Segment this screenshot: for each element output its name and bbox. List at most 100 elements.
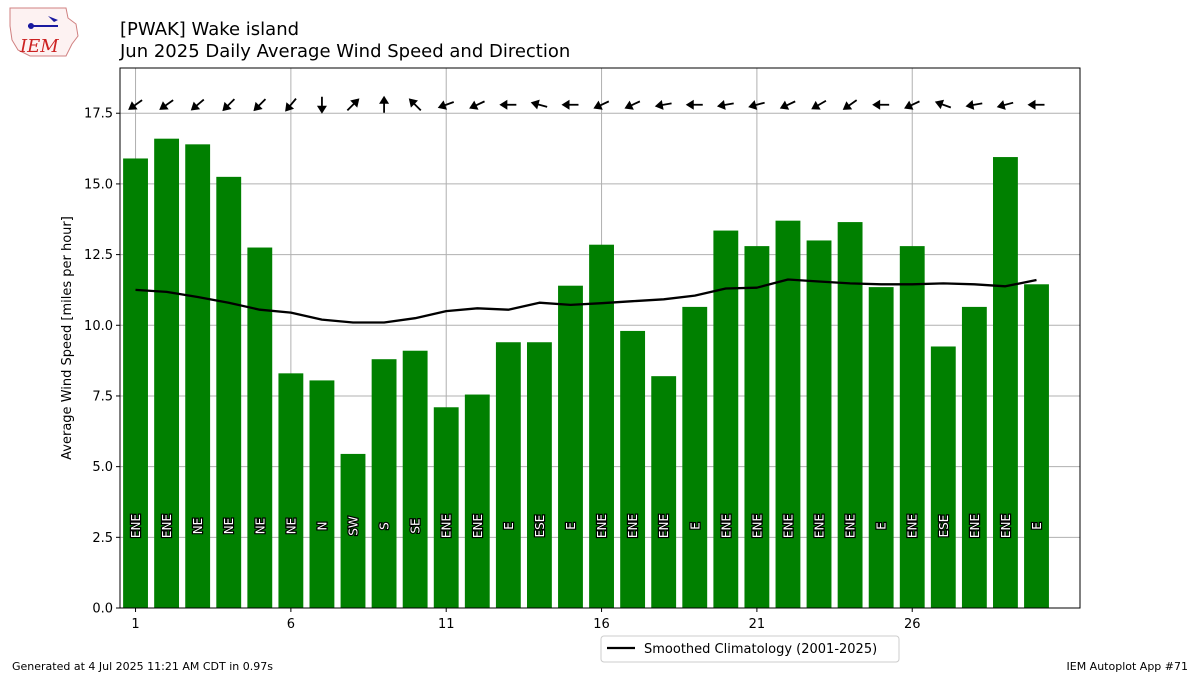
wind-arrow-day-23	[811, 99, 827, 110]
bar-day-6	[278, 373, 304, 608]
bar-day-27	[930, 346, 956, 608]
wind-arrow-day-12	[469, 100, 485, 110]
direction-label-day-18: ENE	[657, 514, 671, 538]
bar-day-28	[961, 306, 987, 608]
bar-day-24	[837, 222, 863, 608]
wind-arrow-day-8	[346, 98, 360, 112]
wind-arrow-day-18	[654, 100, 672, 110]
y-axis-ticks: 0.0 2.5 5.0 7.5 10.0 12.5 15.0 17.5	[84, 107, 120, 617]
bar-day-5	[247, 247, 273, 608]
wind-arrow-day-6	[285, 98, 297, 112]
direction-arrows	[128, 95, 1045, 114]
direction-label-day-24: ENE	[844, 514, 858, 538]
bar-day-11	[433, 407, 459, 608]
wind-arrow-day-28	[965, 100, 983, 110]
wind-arrow-day-9	[379, 95, 390, 113]
wind-arrow-day-17	[624, 100, 641, 110]
direction-label-day-27: ESE	[937, 515, 951, 538]
wind-arrow-day-16	[593, 100, 610, 110]
direction-label-day-7: N	[315, 522, 329, 531]
direction-label-day-2: ENE	[160, 514, 174, 538]
wind-arrow-day-24	[842, 99, 858, 110]
x-tick-label: 1	[131, 617, 139, 632]
direction-label-day-15: E	[564, 522, 578, 530]
y-tick-label: 2.5	[92, 531, 113, 546]
y-tick-label: 12.5	[84, 248, 113, 263]
legend: Smoothed Climatology (2001-2025)	[600, 635, 900, 663]
wind-arrow-day-7	[316, 96, 327, 114]
wind-arrow-day-25	[872, 99, 890, 110]
bar-day-23	[806, 240, 832, 608]
bars	[123, 138, 1049, 609]
bar-day-1	[123, 158, 148, 609]
wind-arrow-day-21	[748, 100, 765, 110]
wind-arrow-day-14	[530, 99, 548, 110]
bar-day-13	[495, 342, 521, 608]
x-tick-label: 16	[593, 617, 610, 632]
wind-arrow-day-2	[159, 99, 174, 110]
legend-label: Smoothed Climatology (2001-2025)	[644, 642, 877, 657]
direction-label-day-1: ENE	[129, 514, 143, 538]
wind-arrow-day-1	[128, 99, 143, 110]
bar-day-14	[526, 342, 552, 608]
direction-label-day-16: ENE	[595, 514, 609, 538]
direction-label-day-20: ENE	[719, 514, 733, 538]
station-dot-icon	[28, 23, 34, 29]
x-tick-label: 26	[904, 617, 921, 632]
bar-day-2	[154, 138, 180, 608]
wind-arrow-day-20	[716, 100, 734, 110]
legend-box	[600, 635, 900, 663]
x-tick-label: 11	[438, 617, 455, 632]
direction-label-day-30: E	[1030, 522, 1044, 530]
wind-arrow-day-19	[685, 99, 703, 110]
wind-arrow-day-5	[253, 98, 267, 112]
y-tick-label: 0.0	[92, 602, 113, 617]
plot-frame	[119, 67, 1081, 609]
bar-day-25	[868, 287, 894, 608]
bar-day-12	[464, 394, 490, 608]
footer-app: IEM Autoplot App #71	[1067, 660, 1189, 673]
x-tick-label: 6	[287, 617, 295, 632]
direction-label-day-8: SW	[347, 516, 361, 536]
direction-label-day-19: E	[688, 522, 702, 530]
y-tick-label: 7.5	[92, 389, 113, 404]
flag-icon	[48, 16, 58, 22]
bar-day-30	[1024, 284, 1049, 608]
bar-day-4	[216, 176, 242, 608]
direction-label-day-5: NE	[253, 518, 267, 535]
wind-arrow-day-29	[996, 100, 1014, 110]
wind-arrow-day-4	[222, 98, 236, 112]
wind-arrow-day-11	[437, 100, 455, 110]
bar-day-8	[340, 453, 366, 608]
climatology-line-group	[135, 278, 1037, 324]
direction-label-day-13: E	[502, 522, 516, 530]
y-tick-label: 17.5	[84, 107, 113, 122]
direction-label-day-14: ESE	[533, 515, 547, 538]
direction-label-day-6: NE	[284, 518, 298, 535]
bar-day-17	[620, 330, 646, 608]
direction-label-day-25: E	[875, 522, 889, 530]
iem-logo: IEM	[9, 7, 79, 57]
y-tick-label: 15.0	[84, 177, 113, 192]
direction-label-day-22: ENE	[781, 514, 795, 538]
direction-label-day-21: ENE	[750, 514, 764, 538]
bar-day-7	[309, 380, 335, 608]
direction-label-day-4: NE	[222, 518, 236, 535]
bar-day-19	[682, 306, 708, 608]
wind-arrow-day-22	[779, 100, 796, 110]
wind-arrow-day-30	[1027, 99, 1045, 110]
direction-labels: ENE ENE NE NE NE NE N SW S SE ENE ENE E ESE E ENE ENE ENE…	[128, 513, 1045, 540]
wind-arrow-day-3	[190, 98, 205, 111]
wind-arrow-day-10	[408, 98, 422, 112]
direction-label-day-9: S	[378, 522, 392, 530]
direction-label-day-26: ENE	[906, 514, 920, 538]
bar-day-21	[744, 246, 770, 609]
bar-day-9	[371, 359, 397, 608]
wind-arrow-day-27	[934, 99, 952, 110]
direction-label-day-11: ENE	[440, 514, 454, 538]
footer-generated: Generated at 4 Jul 2025 11:21 AM CDT in …	[12, 660, 273, 673]
x-axis-ticks: 1 6 11 16 21 26	[131, 608, 921, 632]
wind-arrow-day-15	[561, 99, 579, 110]
bar-day-10	[402, 350, 428, 608]
